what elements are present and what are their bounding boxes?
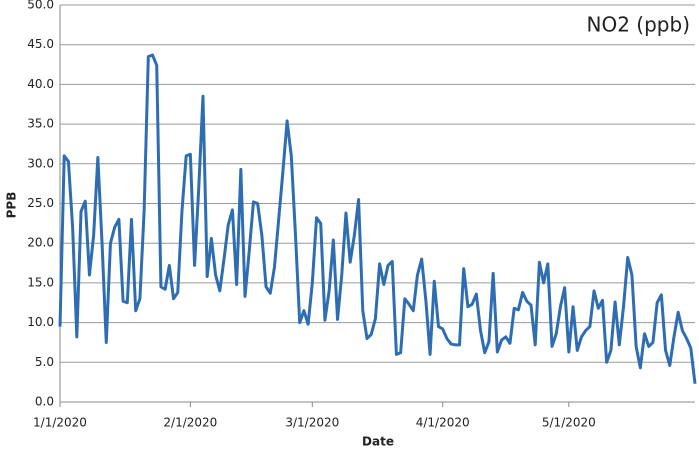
x-tick-label: 1/1/2020 (33, 416, 87, 430)
chart-title: NO2 (ppb) (587, 13, 690, 37)
y-tick-label: 0.0 (35, 395, 54, 409)
x-tick-label: 4/1/2020 (416, 416, 470, 430)
y-tick-label: 15.0 (27, 275, 54, 289)
data-line (58, 53, 697, 384)
y-tick-label: 20.0 (27, 236, 54, 250)
y-tick-label: 50.0 (27, 0, 54, 12)
y-tick-label: 5.0 (35, 355, 54, 369)
y-axis-label: PPB (5, 192, 19, 219)
x-axis-label: Date (362, 435, 394, 449)
y-tick-label: 30.0 (27, 156, 54, 170)
y-tick-label: 25.0 (27, 196, 54, 210)
x-tick-label: 3/1/2020 (285, 416, 339, 430)
x-tick-label: 5/1/2020 (542, 416, 596, 430)
y-tick-label: 10.0 (27, 315, 54, 329)
y-tick-label: 45.0 (27, 37, 54, 51)
x-tick-label: 2/1/2020 (163, 416, 217, 430)
y-tick-label: 40.0 (27, 77, 54, 91)
y-tick-label: 35.0 (27, 117, 54, 131)
